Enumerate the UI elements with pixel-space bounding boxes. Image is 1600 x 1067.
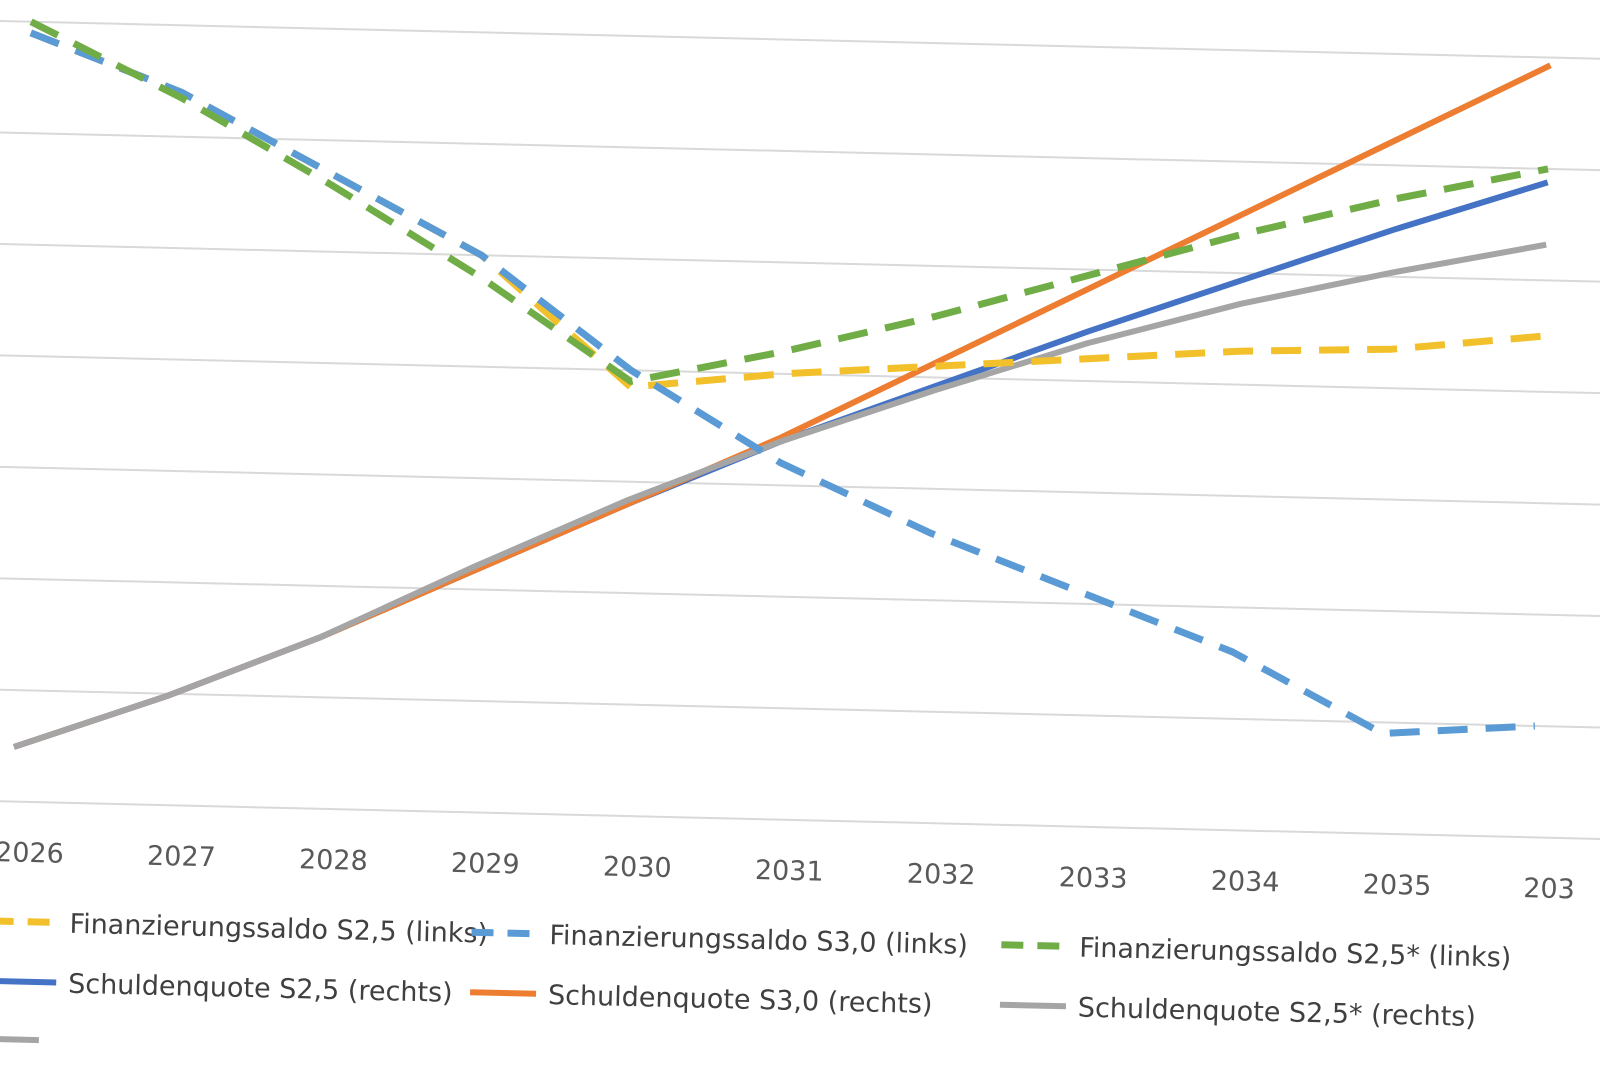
x-tick-label: 2026 [0,837,64,870]
x-tick-label: 2028 [299,844,368,877]
gridline [0,576,1600,620]
plot-area: 2026 2027 2028 2029 2030 2031 2032 2033 2034 2035… [0,18,1600,905]
legend-label-3: Finanzierungssaldo S2,5* (links) [1079,933,1512,974]
series-line-3 [29,18,1549,385]
legend: Finanzierungssaldo S2,5 (links) Finanzier… [0,909,1512,1044]
x-tick-label: 2034 [1210,866,1279,899]
x-tick-label: 2029 [451,848,520,881]
legend-label-1: Finanzierungssaldo S2,5 (links) [69,909,488,950]
series-line-6 [13,241,1547,750]
legend-swatch-5 [470,989,537,997]
x-tick-label: 2033 [1058,862,1127,895]
gridline [0,19,1600,63]
legend-label-4: Schuldenquote S2,5 (rechts) [68,969,453,1009]
gridline [0,242,1600,286]
gridline [0,130,1600,174]
legend-swatch-2 [471,928,538,938]
x-axis-baseline [0,799,1600,843]
legend-label-2: Finanzierungssaldo S3,0 (links) [549,920,968,961]
legend-swatch-1 [0,917,58,926]
gridline [0,687,1600,731]
legend-swatch-4 [0,977,57,986]
x-tick-label: 2032 [906,859,975,892]
series-line-2 [29,29,1536,737]
gridline [0,353,1600,397]
x-tick-label: 2027 [147,841,216,874]
x-tick-label: 2031 [755,855,824,888]
legend-label-5: Schuldenquote S3,0 (rechts) [548,980,933,1020]
legend-swatch-6 [999,1001,1066,1010]
x-tick-label: 2035 [1362,869,1431,902]
x-tick-label: 203 [1523,873,1575,905]
legend-label-6: Schuldenquote S2,5* (rechts) [1078,993,1477,1033]
series-line-5 [13,62,1552,750]
series-line-1 [29,29,1545,391]
x-tick-label: 2030 [603,851,672,884]
legend-swatch-partial [0,1035,39,1044]
legend-swatch-3 [1001,941,1068,950]
